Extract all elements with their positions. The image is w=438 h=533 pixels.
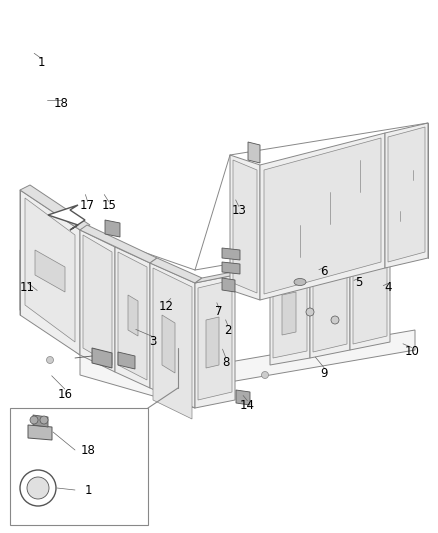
Polygon shape [83, 235, 112, 365]
Ellipse shape [294, 279, 306, 286]
Polygon shape [282, 292, 296, 335]
Polygon shape [270, 232, 398, 260]
Text: 10: 10 [404, 345, 419, 358]
Text: 18: 18 [54, 98, 69, 110]
Circle shape [226, 336, 233, 343]
Polygon shape [150, 263, 195, 408]
Circle shape [30, 416, 38, 424]
Polygon shape [260, 133, 385, 300]
Circle shape [352, 340, 358, 346]
Polygon shape [222, 262, 240, 274]
Polygon shape [385, 123, 428, 268]
Polygon shape [35, 250, 65, 292]
Polygon shape [153, 268, 192, 419]
Polygon shape [353, 241, 387, 344]
Polygon shape [350, 237, 390, 350]
Polygon shape [222, 278, 235, 292]
Polygon shape [195, 270, 242, 283]
Circle shape [367, 302, 374, 309]
Text: 9: 9 [320, 367, 328, 379]
Polygon shape [48, 205, 85, 230]
Polygon shape [115, 247, 150, 388]
Polygon shape [198, 280, 232, 400]
Circle shape [331, 316, 339, 324]
Text: 14: 14 [240, 399, 255, 411]
Polygon shape [80, 225, 157, 263]
Polygon shape [20, 250, 415, 408]
Polygon shape [195, 275, 235, 408]
Text: 16: 16 [57, 388, 72, 401]
Polygon shape [222, 248, 240, 260]
Polygon shape [273, 257, 307, 358]
Polygon shape [313, 249, 347, 352]
Text: 1: 1 [38, 56, 46, 69]
Polygon shape [118, 252, 147, 380]
Circle shape [127, 327, 134, 334]
Bar [10, 408, 148, 525]
Polygon shape [33, 415, 48, 427]
Polygon shape [206, 317, 219, 368]
Polygon shape [25, 198, 75, 342]
Polygon shape [92, 348, 112, 368]
Polygon shape [128, 295, 138, 336]
Polygon shape [233, 160, 257, 293]
Text: 1: 1 [84, 483, 92, 497]
Text: 6: 6 [320, 265, 328, 278]
Polygon shape [230, 155, 260, 300]
Polygon shape [236, 390, 250, 405]
Text: 7: 7 [215, 305, 223, 318]
Text: 4: 4 [384, 281, 392, 294]
Polygon shape [388, 127, 425, 262]
Polygon shape [162, 315, 175, 373]
Polygon shape [105, 220, 120, 237]
Circle shape [20, 470, 56, 506]
Polygon shape [20, 185, 90, 230]
Polygon shape [248, 142, 260, 163]
Circle shape [306, 308, 314, 316]
Polygon shape [20, 190, 80, 355]
Text: 17: 17 [80, 199, 95, 212]
Text: 3: 3 [150, 335, 157, 348]
Text: 13: 13 [231, 204, 246, 217]
Circle shape [261, 372, 268, 378]
Circle shape [162, 392, 169, 399]
Polygon shape [310, 245, 350, 358]
Text: 2: 2 [224, 324, 232, 337]
Polygon shape [150, 258, 202, 283]
Text: 12: 12 [159, 300, 174, 313]
Polygon shape [270, 253, 310, 365]
Polygon shape [28, 425, 52, 440]
Polygon shape [264, 138, 381, 294]
Text: 8: 8 [222, 356, 229, 369]
Circle shape [52, 292, 59, 298]
Text: 5: 5 [356, 276, 363, 289]
Text: 15: 15 [101, 199, 116, 212]
Circle shape [297, 314, 304, 321]
Circle shape [46, 357, 53, 364]
Circle shape [27, 477, 49, 499]
Text: 18: 18 [81, 443, 95, 456]
Polygon shape [80, 230, 115, 372]
Polygon shape [118, 352, 135, 369]
Text: 11: 11 [20, 281, 35, 294]
Circle shape [40, 416, 48, 424]
